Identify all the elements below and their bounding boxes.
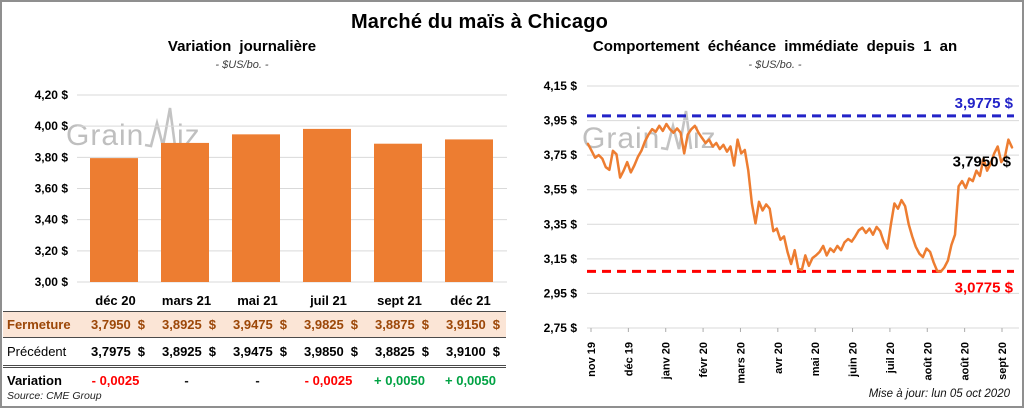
reference-line-label: 3,9775 $ <box>955 95 1014 112</box>
source-note: Source: CME Group <box>7 390 102 402</box>
x-axis-tick-label: août 20 <box>960 342 972 381</box>
price-line <box>586 122 1014 274</box>
x-axis-tick-label: avr 20 <box>773 342 785 374</box>
bar-juil 21 <box>303 128 351 282</box>
bar-chart-title: Variation journalière <box>167 38 317 55</box>
price-cell: 3,9475 $ <box>233 317 287 332</box>
row-label: Précédent <box>7 344 67 359</box>
table-row-var: Variation - 0,0025 - - - 0,0025 + 0,0050 + 0,0… <box>3 368 506 393</box>
price-table: déc 20 mars 21 mai 21 juil 21 sept 21 déc 21 F… <box>3 289 506 393</box>
column-header: déc 20 <box>95 292 136 308</box>
bar-déc 20 <box>90 158 138 282</box>
x-axis-tick-label: nov 19 <box>586 342 598 377</box>
x-axis-tick-label: mai 20 <box>810 342 822 376</box>
update-note: Mise à jour: lun 05 oct 2020 <box>868 388 1010 400</box>
bar-chart-subtitle: - $US/bo. - <box>215 59 269 71</box>
price-cell: 3,9150 $ <box>446 317 500 332</box>
price-cell: 3,8875 $ <box>375 317 429 332</box>
page-title: Marché du maïs à Chicago <box>350 11 609 33</box>
row-label: Variation <box>7 373 62 388</box>
x-axis-tick-label: juin 20 <box>848 342 860 378</box>
column-header: mars 21 <box>161 292 212 308</box>
bar-déc 21 <box>445 139 493 282</box>
table-header-row: déc 20 mars 21 mai 21 juil 21 sept 21 déc 21 <box>3 289 506 311</box>
variation-cell: - 0,0025 <box>91 373 140 388</box>
y-axis-tick-label: 3,40 $ <box>35 213 69 227</box>
y-axis-tick-label: 4,15 $ <box>544 79 578 93</box>
line-chart: 4,15 $ 3,95 $ 3,75 $ 3,55 $ 3,35 $ 3,15 $ 2,95… <box>544 79 1019 384</box>
bar-chart: 4,20 $ 4,00 $ 3,80 $ 3,60 $ 3,40 $ 3,20 $ 3,00… <box>35 88 507 289</box>
y-axis-tick-label: 4,00 $ <box>35 119 69 133</box>
price-cell: 3,9100 $ <box>446 344 500 359</box>
variation-cell: + 0,0050 <box>445 373 496 388</box>
x-axis-tick-label: août 20 <box>922 342 934 381</box>
price-cell: 3,7975 $ <box>91 344 145 359</box>
price-cell: 3,8825 $ <box>375 344 429 359</box>
variation-cell: - 0,0025 <box>304 373 353 388</box>
column-header: mai 21 <box>237 292 278 308</box>
variation-cell: - <box>184 373 189 388</box>
table-row-prev: Précédent 3,7975 $ 3,8925 $ 3,9475 $ 3,9850 $ 3,8… <box>3 338 506 368</box>
y-axis-tick-label: 3,95 $ <box>544 114 578 128</box>
y-axis-tick-label: 2,75 $ <box>544 321 578 335</box>
x-axis-tick-label: déc 19 <box>623 342 635 376</box>
y-axis-tick-label: 4,20 $ <box>35 88 69 102</box>
x-axis-tick-label: mars 20 <box>735 342 747 384</box>
y-axis-tick-label: 3,35 $ <box>544 217 578 231</box>
variation-cell: - <box>255 373 260 388</box>
column-header: déc 21 <box>450 292 491 308</box>
last-value-label: 3,7950 $ <box>953 153 1012 170</box>
bar-mars 21 <box>161 142 209 282</box>
price-cell: 3,8925 $ <box>162 344 216 359</box>
y-axis-tick-label: 3,55 $ <box>544 183 578 197</box>
price-cell: 3,9850 $ <box>304 344 358 359</box>
bar-sept 21 <box>374 143 422 282</box>
x-axis-tick-label: juil 20 <box>885 342 897 374</box>
line-chart-title: Comportement échéance immédiate depuis 1… <box>592 38 958 55</box>
y-axis-tick-label: 3,75 $ <box>544 148 578 162</box>
price-cell: 3,9825 $ <box>304 317 358 332</box>
row-label: Fermeture <box>7 317 71 332</box>
y-axis-tick-label: 3,20 $ <box>35 244 69 258</box>
x-axis-tick-label: janv 20 <box>661 342 673 380</box>
price-cell: 3,7950 $ <box>91 317 145 332</box>
price-cell: 3,9475 $ <box>233 344 287 359</box>
variation-cell: + 0,0050 <box>374 373 425 388</box>
column-header: sept 21 <box>377 292 422 308</box>
y-axis-tick-label: 3,00 $ <box>35 275 69 289</box>
bar-mai 21 <box>232 134 280 282</box>
line-chart-subtitle: - $US/bo. - <box>748 59 802 71</box>
y-axis-tick-label: 3,15 $ <box>544 252 578 266</box>
x-axis-tick-label: sept 20 <box>997 342 1009 380</box>
column-header: juil 21 <box>310 292 347 308</box>
x-axis-tick-label: févr 20 <box>698 342 710 377</box>
table-row-close: Fermeture 3,7950 $ 3,8925 $ 3,9475 $ 3,9825 $ 3,8… <box>3 311 506 338</box>
y-axis-tick-label: 3,60 $ <box>35 182 69 196</box>
y-axis-tick-label: 2,95 $ <box>544 286 578 300</box>
reference-line-label: 3,0775 $ <box>955 279 1014 296</box>
price-cell: 3,8925 $ <box>162 317 216 332</box>
y-axis-tick-label: 3,80 $ <box>35 150 69 164</box>
